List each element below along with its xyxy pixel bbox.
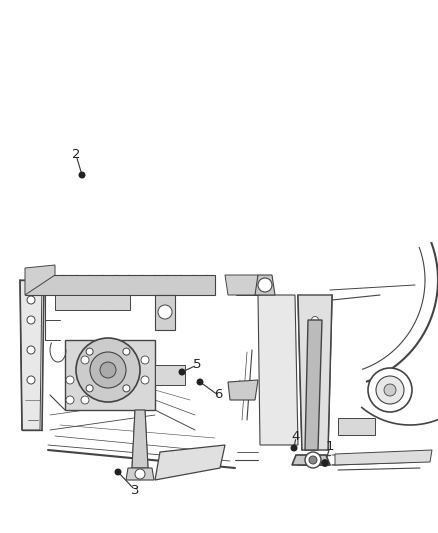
Circle shape [311,357,318,364]
Polygon shape [228,380,258,400]
Circle shape [158,305,172,319]
Polygon shape [155,365,185,385]
Polygon shape [65,340,155,410]
Circle shape [76,338,140,402]
Circle shape [311,317,318,324]
Circle shape [27,346,35,354]
Polygon shape [305,320,322,450]
Circle shape [27,296,35,304]
Polygon shape [25,275,215,295]
Polygon shape [225,275,260,295]
Polygon shape [255,275,275,295]
Circle shape [86,385,93,392]
Circle shape [258,278,272,292]
Text: 5: 5 [193,359,201,372]
Circle shape [368,368,412,412]
Polygon shape [155,295,175,330]
Text: 2: 2 [72,149,80,161]
Text: 1: 1 [326,440,334,454]
Circle shape [290,445,297,451]
Circle shape [311,416,318,424]
Polygon shape [25,265,55,295]
Circle shape [135,469,145,479]
Text: 3: 3 [131,483,139,497]
Circle shape [384,384,396,396]
Circle shape [86,348,93,355]
Polygon shape [292,455,330,465]
Circle shape [311,376,318,384]
Circle shape [123,348,130,355]
Polygon shape [20,280,42,430]
Circle shape [305,452,321,468]
Circle shape [100,362,116,378]
Circle shape [321,459,328,466]
Circle shape [309,456,317,464]
Circle shape [123,385,130,392]
Polygon shape [155,445,225,480]
Circle shape [78,172,85,179]
Circle shape [90,352,126,388]
Circle shape [27,376,35,384]
Circle shape [66,376,74,384]
Circle shape [114,469,121,475]
Polygon shape [298,295,332,450]
Polygon shape [338,418,375,435]
Circle shape [66,396,74,404]
Circle shape [321,459,329,467]
Polygon shape [335,450,432,465]
Circle shape [197,378,204,385]
Circle shape [141,376,149,384]
Polygon shape [55,295,130,310]
Polygon shape [258,295,298,445]
Circle shape [311,437,318,443]
Text: 6: 6 [214,389,222,401]
Circle shape [27,316,35,324]
Polygon shape [132,410,148,468]
Circle shape [179,368,186,376]
Circle shape [141,356,149,364]
Circle shape [376,376,404,404]
Polygon shape [126,468,154,480]
Text: 4: 4 [292,431,300,443]
Circle shape [81,396,89,404]
Circle shape [81,356,89,364]
